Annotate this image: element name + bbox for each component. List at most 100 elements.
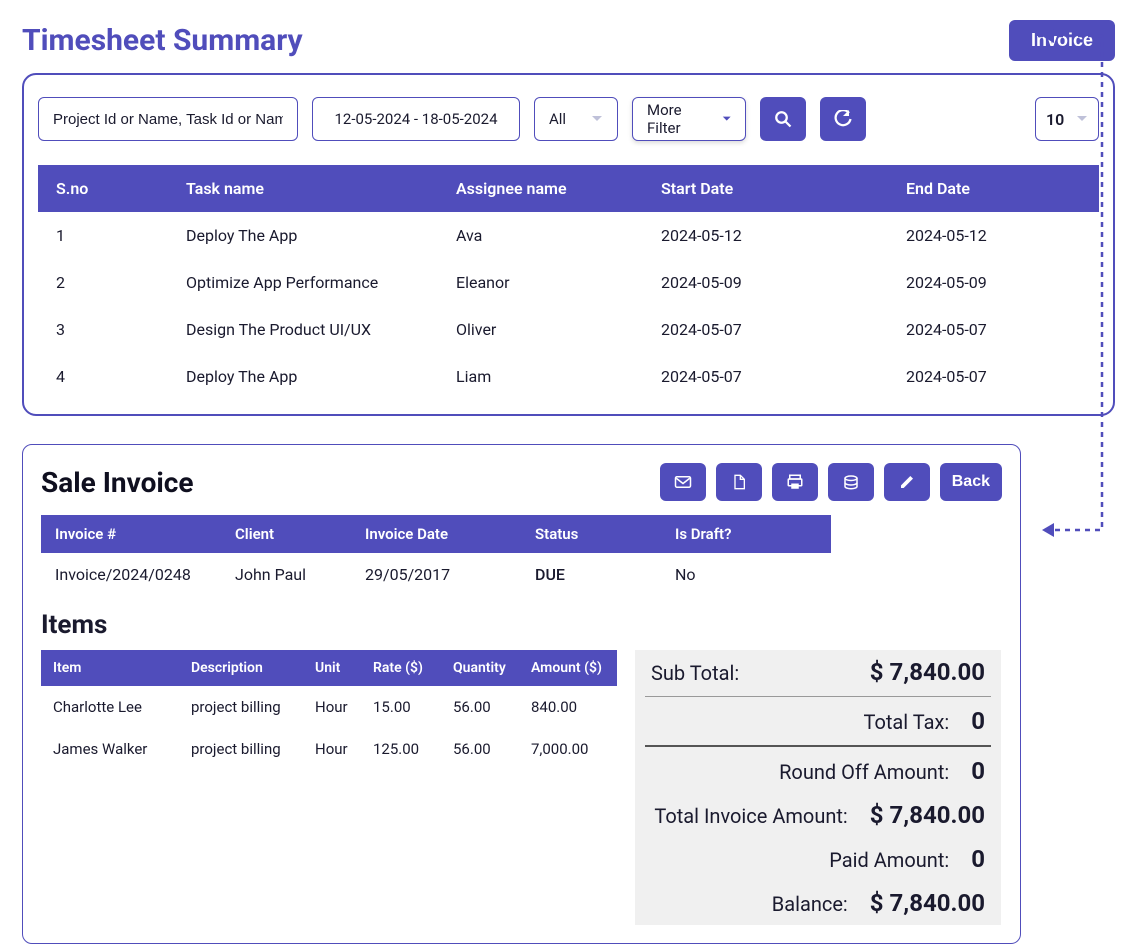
document-button[interactable] xyxy=(716,463,762,501)
chevron-down-icon xyxy=(722,113,731,125)
page-title: Timesheet Summary xyxy=(22,23,303,58)
chevron-down-icon xyxy=(1076,113,1088,125)
table-cell: 15.00 xyxy=(361,686,441,728)
refresh-icon xyxy=(834,110,852,128)
refresh-button[interactable] xyxy=(820,97,866,141)
col-item: Item xyxy=(41,650,179,686)
table-cell: 2024-05-12 xyxy=(888,212,1099,259)
back-button[interactable]: Back xyxy=(940,463,1002,501)
table-cell: Optimize App Performance xyxy=(168,259,438,306)
total-value: $ 7,840.00 xyxy=(870,801,985,829)
invoice-summary-table: Invoice # Client Invoice Date Status Is … xyxy=(41,515,831,596)
timesheet-table: S.no Task name Assignee name Start Date … xyxy=(38,165,1099,400)
col-invdate: Invoice Date xyxy=(351,515,521,553)
invoice-button[interactable]: Invoice xyxy=(1009,20,1115,61)
table-cell: 7,000.00 xyxy=(519,728,617,770)
table-cell: Deploy The App xyxy=(168,212,438,259)
table-cell: 2024-05-07 xyxy=(888,306,1099,353)
table-cell: Hour xyxy=(303,686,361,728)
file-icon xyxy=(731,473,747,491)
items-table: Item Description Unit Rate ($) Quantity … xyxy=(41,650,617,770)
roundoff-value: 0 xyxy=(971,757,985,785)
table-cell: 1 xyxy=(38,212,168,259)
date-range-picker[interactable]: 12-05-2024 - 18-05-2024 xyxy=(312,97,520,141)
paid-label: Paid Amount: xyxy=(829,848,949,872)
col-client: Client xyxy=(221,515,351,553)
table-row: 4Deploy The AppLiam2024-05-072024-05-07 xyxy=(38,353,1099,400)
table-cell: 125.00 xyxy=(361,728,441,770)
table-cell: 56.00 xyxy=(441,686,519,728)
cell-draft: No xyxy=(661,553,831,596)
table-cell: James Walker xyxy=(41,728,179,770)
page-size-select[interactable]: 10 xyxy=(1035,97,1099,141)
totals-box: Sub Total: $ 7,840.00 Total Tax: 0 Round… xyxy=(635,650,1001,925)
invoice-title: Sale Invoice xyxy=(41,466,194,499)
col-desc: Description xyxy=(179,650,303,686)
table-row: 1Deploy The AppAva2024-05-122024-05-12 xyxy=(38,212,1099,259)
col-qty: Quantity xyxy=(441,650,519,686)
table-row: James Walkerproject billingHour125.0056.… xyxy=(41,728,617,770)
chevron-down-icon xyxy=(591,113,603,125)
total-label: Total Invoice Amount: xyxy=(654,804,847,828)
col-sno: S.no xyxy=(38,165,168,212)
more-filter-button[interactable]: More Filter xyxy=(632,97,746,141)
search-icon xyxy=(774,110,792,128)
table-cell: 2024-05-12 xyxy=(643,212,888,259)
col-unit: Unit xyxy=(303,650,361,686)
tax-value: 0 xyxy=(971,707,985,735)
table-cell: Liam xyxy=(438,353,643,400)
table-cell: project billing xyxy=(179,686,303,728)
invoice-panel: Sale Invoice Back Invoice # C xyxy=(22,444,1021,944)
table-cell: Charlotte Lee xyxy=(41,686,179,728)
col-rate: Rate ($) xyxy=(361,650,441,686)
filter-all-label: All xyxy=(549,110,566,128)
roundoff-label: Round Off Amount: xyxy=(779,760,949,784)
page-size-value: 10 xyxy=(1046,110,1064,129)
mail-icon xyxy=(674,473,692,491)
subtotal-label: Sub Total: xyxy=(651,661,739,685)
table-cell: 4 xyxy=(38,353,168,400)
table-row: Charlotte Leeproject billingHour15.0056.… xyxy=(41,686,617,728)
table-cell: 3 xyxy=(38,306,168,353)
project-search-input[interactable] xyxy=(38,97,298,141)
table-cell: 2024-05-09 xyxy=(643,259,888,306)
edit-button[interactable] xyxy=(884,463,930,501)
table-row: Invoice/2024/0248 John Paul 29/05/2017 D… xyxy=(41,553,831,596)
col-end: End Date xyxy=(888,165,1099,212)
table-cell: 2024-05-07 xyxy=(643,306,888,353)
table-cell: 2024-05-07 xyxy=(643,353,888,400)
table-cell: Ava xyxy=(438,212,643,259)
filter-all-select[interactable]: All xyxy=(534,97,618,141)
col-draft: Is Draft? xyxy=(661,515,831,553)
subtotal-value: $ 7,840.00 xyxy=(870,658,985,686)
email-button[interactable] xyxy=(660,463,706,501)
table-cell: Eleanor xyxy=(438,259,643,306)
cell-client: John Paul xyxy=(221,553,351,596)
table-cell: 2 xyxy=(38,259,168,306)
balance-value: $ 7,840.00 xyxy=(870,889,985,917)
table-cell: Deploy The App xyxy=(168,353,438,400)
search-button[interactable] xyxy=(760,97,806,141)
col-status: Status xyxy=(521,515,661,553)
table-cell: 2024-05-09 xyxy=(888,259,1099,306)
cell-status: DUE xyxy=(521,553,661,596)
cell-invdate: 29/05/2017 xyxy=(351,553,521,596)
table-cell: 2024-05-07 xyxy=(888,353,1099,400)
pencil-icon xyxy=(899,474,915,490)
table-row: 2Optimize App PerformanceEleanor2024-05-… xyxy=(38,259,1099,306)
col-task: Task name xyxy=(168,165,438,212)
date-range-value: 12-05-2024 - 18-05-2024 xyxy=(334,110,497,128)
table-cell: Hour xyxy=(303,728,361,770)
copy-button[interactable] xyxy=(828,463,874,501)
cell-invnum: Invoice/2024/0248 xyxy=(41,553,221,596)
col-invnum: Invoice # xyxy=(41,515,221,553)
print-button[interactable] xyxy=(772,463,818,501)
tax-label: Total Tax: xyxy=(864,710,950,734)
coins-icon xyxy=(842,473,860,491)
col-start: Start Date xyxy=(643,165,888,212)
table-cell: Design The Product UI/UX xyxy=(168,306,438,353)
items-title: Items xyxy=(41,610,1002,640)
table-cell: 840.00 xyxy=(519,686,617,728)
table-cell: 56.00 xyxy=(441,728,519,770)
paid-value: 0 xyxy=(971,845,985,873)
